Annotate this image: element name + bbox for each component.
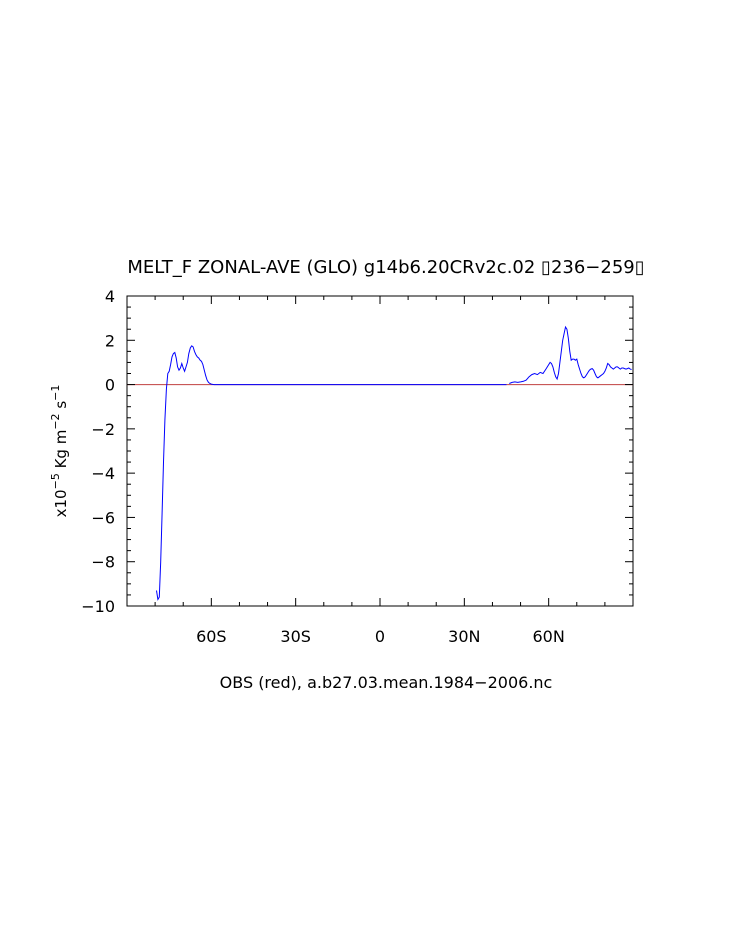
- chart-title: MELT_F ZONAL-AVE (GLO) g14b6.20CRv2c.02 …: [127, 257, 644, 278]
- ylabel-exp3: −1: [49, 385, 62, 401]
- y-tick-label: 4: [105, 287, 115, 306]
- y-tick-label: 2: [105, 331, 115, 350]
- ylabel-exp2: −2: [49, 413, 62, 429]
- x-tick-label: 30N: [448, 627, 480, 646]
- series-line-1: [156, 345, 507, 601]
- x-tick-label: 30S: [280, 627, 311, 646]
- svg-text:x10−5 Kg m−2 s−1: x10−5 Kg m−2 s−1: [49, 385, 70, 518]
- x-tick-label: 60S: [196, 627, 227, 646]
- ylabel-exp1: −5: [49, 473, 62, 489]
- data-curves: [156, 325, 632, 601]
- ylabel-prefix: x10: [52, 489, 70, 517]
- plot-area: 60S 30S 0 30N 60N 4 2 0 −2 −4 −6 −8 −10: [81, 287, 634, 646]
- y-tick-label: −10: [81, 597, 115, 616]
- x-tick-label: 60N: [533, 627, 565, 646]
- series-line-2: [509, 325, 632, 384]
- y-axis-ticks: 4 2 0 −2 −4 −6 −8 −10: [81, 287, 633, 616]
- ylabel-mid: Kg m: [52, 430, 70, 474]
- y-tick-label: −8: [91, 553, 115, 572]
- plot-frame: [126, 295, 634, 607]
- y-tick-label: −4: [91, 464, 115, 483]
- ylabel-mid2: s: [52, 401, 70, 414]
- x-axis-label: OBS (red), a.b27.03.mean.1984−2006.nc: [220, 673, 553, 692]
- y-tick-label: −6: [91, 508, 115, 527]
- x-axis-ticks: 60S 30S 0 30N 60N: [154, 296, 606, 646]
- x-tick-label: 0: [375, 627, 385, 646]
- y-axis-label: x10−5 Kg m−2 s−1: [49, 385, 70, 518]
- y-tick-label: −2: [91, 420, 115, 439]
- y-tick-label: 0: [105, 376, 115, 395]
